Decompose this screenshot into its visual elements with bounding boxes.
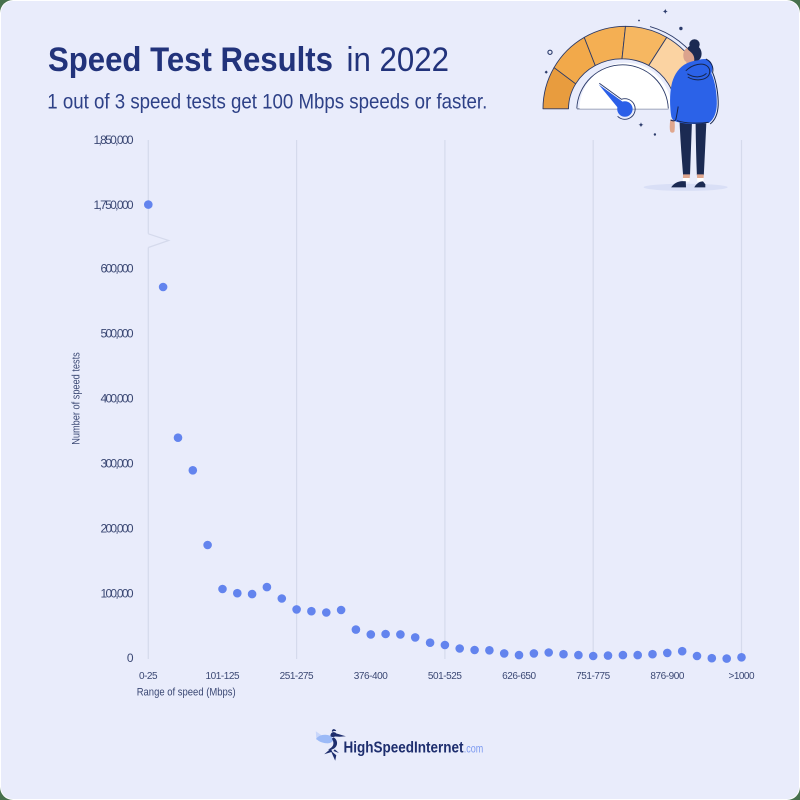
svg-text:Speed Test Results: Speed Test Results [48, 41, 333, 79]
svg-text:200,000: 200,000 [101, 522, 134, 536]
svg-text:300,000: 300,000 [101, 457, 134, 471]
svg-text:500,000: 500,000 [101, 327, 134, 341]
svg-text:100,000: 100,000 [101, 587, 134, 601]
svg-text:376-400: 376-400 [354, 671, 388, 682]
svg-text:Number of speed tests: Number of speed tests [70, 352, 82, 445]
svg-text:.com: .com [464, 744, 484, 756]
svg-text:HighSpeedInternet: HighSpeedInternet [344, 740, 465, 757]
svg-text:1,750,000: 1,750,000 [94, 198, 134, 212]
svg-text:400,000: 400,000 [101, 392, 134, 406]
svg-text:501-525: 501-525 [428, 671, 462, 682]
svg-text:0-25: 0-25 [139, 671, 158, 682]
svg-text:626-650: 626-650 [502, 671, 536, 682]
svg-text:Range of speed (Mbps): Range of speed (Mbps) [137, 687, 236, 699]
svg-text:251-275: 251-275 [280, 671, 314, 682]
svg-text:101-125: 101-125 [206, 671, 240, 682]
svg-text:in 2022: in 2022 [347, 41, 450, 79]
svg-text:1,850,000: 1,850,000 [94, 133, 134, 147]
svg-text:600,000: 600,000 [101, 262, 134, 276]
svg-text:876-900: 876-900 [650, 671, 684, 682]
svg-text:751-775: 751-775 [576, 671, 610, 682]
svg-text:1 out of 3 speed tests get 100: 1 out of 3 speed tests get 100 Mbps spee… [47, 91, 487, 114]
svg-text:0: 0 [127, 651, 134, 665]
svg-text:>1000: >1000 [729, 671, 755, 682]
